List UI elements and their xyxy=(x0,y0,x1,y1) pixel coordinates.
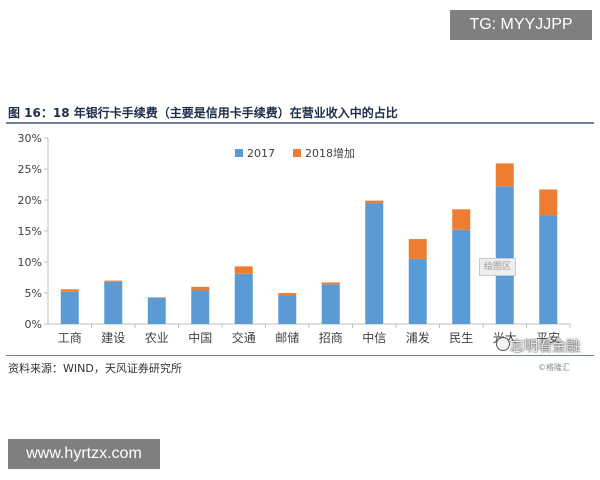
legend-label: 2018增加 xyxy=(305,146,355,160)
y-tick-label: 25% xyxy=(18,163,42,176)
credit-mark: ©格隆汇 xyxy=(538,363,570,372)
x-tick-label: 建设 xyxy=(101,331,125,345)
x-tick-label: 中信 xyxy=(362,330,386,345)
bar-2017 xyxy=(539,215,558,324)
bar-2017 xyxy=(60,291,79,324)
telegram-badge: TG: MYYJJPP xyxy=(450,10,592,40)
bar-2017 xyxy=(495,186,514,324)
figure-title: 图 16：18 年银行卡手续费（主要是信用卡手续费）在营业收入中的占比 xyxy=(8,106,398,120)
bar-2017 xyxy=(278,295,297,324)
y-tick-label: 10% xyxy=(18,256,42,269)
bar-2017 xyxy=(147,297,166,324)
bar-2018-increase xyxy=(321,282,340,285)
bar-2018-increase xyxy=(539,189,558,216)
x-tick-label: 工商 xyxy=(58,330,82,345)
bar-2018-increase xyxy=(104,280,123,282)
bar-2018-increase xyxy=(452,209,471,230)
legend-swatch xyxy=(293,149,301,157)
x-tick-label: 招商 xyxy=(319,330,343,345)
bar-2017 xyxy=(191,290,210,324)
y-tick-label: 0% xyxy=(25,318,42,331)
bar-2018-increase xyxy=(60,289,79,292)
bar-2017 xyxy=(365,203,384,324)
y-tick-label: 30% xyxy=(18,132,42,145)
legend-label: 2017 xyxy=(247,147,275,160)
y-tick-label: 5% xyxy=(25,287,42,300)
title-divider xyxy=(6,122,594,124)
bar-2018-increase xyxy=(191,286,210,291)
bank-fee-chart: 0%5%10%15%20%25%30%工商建设农业中国交通邮储招商中信浦发民生光… xyxy=(18,132,571,345)
bar-2017 xyxy=(408,258,427,324)
x-tick-label: 邮储 xyxy=(275,330,299,345)
brand-watermark-text: 志明看金融 xyxy=(510,339,580,355)
x-tick-label: 浦发 xyxy=(406,330,430,345)
bar-2018-increase xyxy=(147,297,166,298)
source-divider xyxy=(6,355,594,356)
x-tick-label: 民生 xyxy=(449,331,473,345)
bar-2017 xyxy=(234,273,253,324)
x-tick-label: 交通 xyxy=(232,330,256,345)
wechat-icon xyxy=(496,337,510,351)
source-note: 资料来源：WIND，天风证券研究所 xyxy=(8,362,182,375)
bar-2018-increase xyxy=(234,266,253,274)
x-tick-label: 中国 xyxy=(188,330,212,345)
bar-2018-increase xyxy=(365,200,384,204)
bar-2018-increase xyxy=(278,293,297,296)
y-tick-label: 20% xyxy=(18,194,42,207)
legend-swatch xyxy=(235,149,243,157)
plot-area-stamp: 绘图区 xyxy=(479,258,517,276)
bar-2017 xyxy=(321,284,340,324)
brand-watermark: 志明看金融 xyxy=(494,336,580,356)
x-tick-label: 平安 xyxy=(536,330,560,345)
bar-2017 xyxy=(452,229,471,324)
x-tick-label: 农业 xyxy=(145,331,169,345)
bar-2018-increase xyxy=(495,163,514,187)
bar-2017 xyxy=(104,281,123,324)
bar-2018-increase xyxy=(408,239,427,259)
y-tick-label: 15% xyxy=(18,225,42,238)
website-badge: www.hyrtzx.com xyxy=(8,439,160,469)
